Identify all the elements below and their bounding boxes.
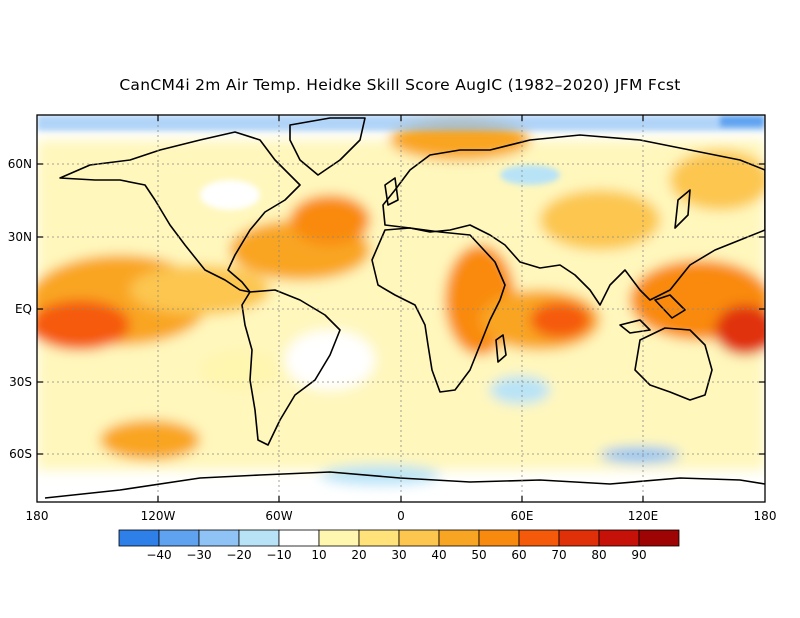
colorbar-swatch [278, 529, 320, 547]
lon-label-180e: 180 [753, 509, 777, 523]
colorbar-swatch [318, 529, 360, 547]
colorbar [118, 529, 680, 547]
colorbar-tick-label: −10 [266, 548, 292, 562]
colorbar-swatch [438, 529, 480, 547]
colorbar-tick-label: 40 [431, 548, 447, 562]
colorbar-swatch [118, 529, 160, 547]
coastlines [44, 117, 765, 499]
colorbar-swatch [598, 529, 640, 547]
colorbar-swatch [518, 529, 560, 547]
colorbar-swatch [558, 529, 600, 547]
colorbar-swatch [638, 529, 680, 547]
colorbar-tick-label: 80 [591, 548, 607, 562]
lat-label-60n: 60N [7, 157, 32, 171]
lon-label-120w: 120W [140, 509, 176, 523]
lat-label-30n: 30N [7, 230, 32, 244]
axis-ticks [37, 115, 765, 502]
colorbar-swatch [398, 529, 440, 547]
colorbar-tick-label: 50 [471, 548, 487, 562]
colorbar-tick-label: −40 [146, 548, 172, 562]
colorbar-tick-label: −30 [186, 548, 212, 562]
colorbar-tick-label: 20 [351, 548, 367, 562]
colorbar-tick-label: 70 [551, 548, 567, 562]
lon-label-60w: 60W [265, 509, 293, 523]
gridlines [37, 115, 765, 502]
colorbar-swatch [158, 529, 200, 547]
lon-label-60e: 60E [510, 509, 534, 523]
colorbar-tick-label: 60 [511, 548, 527, 562]
colorbar-tick-label: 90 [631, 548, 647, 562]
colorbar-swatch [478, 529, 520, 547]
lat-label-60s: 60S [9, 447, 32, 461]
colorbar-tick-label: 10 [311, 548, 327, 562]
lat-label-30s: 30S [9, 375, 32, 389]
lon-label-120e: 120E [627, 509, 659, 523]
colorbar-tick-label: −20 [226, 548, 252, 562]
colorbar-swatch [358, 529, 400, 547]
map-title: CanCM4i 2m Air Temp. Heidke Skill Score … [119, 76, 681, 94]
lon-label-0: 0 [397, 509, 405, 523]
colorbar-tick-label: 30 [391, 548, 407, 562]
lon-label-180w: 180 [25, 509, 49, 523]
colorbar-swatch [238, 529, 280, 547]
colorbar-swatch [198, 529, 240, 547]
lat-label-eq: EQ [14, 302, 32, 316]
